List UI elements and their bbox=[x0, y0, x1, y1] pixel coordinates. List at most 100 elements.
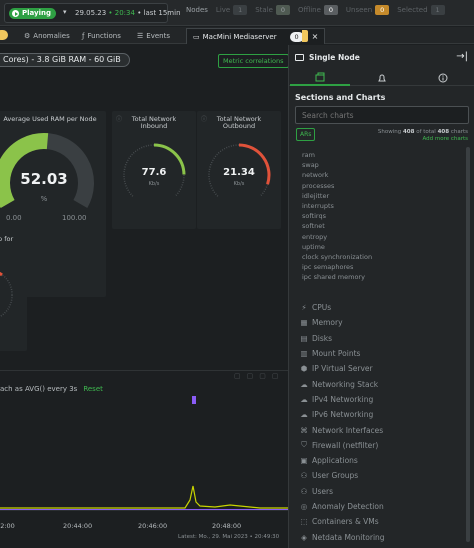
subsection-item[interactable]: clock synchronization bbox=[302, 252, 373, 261]
tab-events[interactable]: ☰ Events bbox=[137, 29, 170, 43]
subsection-item[interactable]: swap bbox=[302, 161, 319, 170]
play-button[interactable]: Playing bbox=[9, 8, 56, 19]
section-item[interactable]: ▦ Memory bbox=[300, 315, 385, 330]
tab-count-badge: 0 bbox=[289, 31, 304, 42]
subsection-item[interactable]: processes bbox=[302, 181, 335, 190]
section-item[interactable]: ▤ Disks bbox=[300, 331, 385, 346]
partial-gauge-card: p for bbox=[0, 231, 27, 351]
time-range-display[interactable]: 29.05.23 • 20:34 • last 15min bbox=[75, 9, 181, 17]
close-icon[interactable]: × bbox=[311, 31, 319, 41]
subsection-item[interactable]: interrupts bbox=[302, 201, 334, 210]
offline-label: Offline bbox=[297, 6, 321, 14]
add-more-charts-link[interactable]: Add more charts bbox=[422, 136, 468, 142]
collapse-panel-icon[interactable]: →| bbox=[456, 51, 468, 62]
live-filter[interactable]: Live 1 bbox=[215, 5, 248, 15]
ram-min-label: 0.00 bbox=[6, 214, 22, 222]
section-item[interactable]: ⚡ CPUs bbox=[300, 300, 385, 315]
net-out-unit: Kb/s bbox=[233, 181, 245, 187]
live-badge: 1 bbox=[233, 5, 248, 15]
cloud-icon: ☁ bbox=[300, 379, 308, 389]
chart-tool-icon[interactable]: ▢ bbox=[271, 372, 279, 380]
tab-mediaserver[interactable]: ▭ MacMini Mediaserver 0 × bbox=[186, 28, 326, 44]
tab-indicator bbox=[0, 30, 8, 40]
search-charts-input[interactable] bbox=[295, 106, 469, 124]
net-in-gauge-track bbox=[123, 144, 185, 197]
section-item[interactable]: ⬢ IP Virtual Server bbox=[300, 361, 385, 376]
subsection-item[interactable]: entropy bbox=[302, 232, 328, 241]
section-item[interactable]: ☁ IPv4 Networking bbox=[300, 392, 385, 407]
functions-icon: ƒ bbox=[82, 32, 85, 40]
reset-link[interactable]: Reset bbox=[83, 385, 103, 393]
events-icon: ☰ bbox=[137, 32, 144, 40]
net-out-title-2: Outbound bbox=[222, 122, 256, 130]
section-item[interactable]: ⬚ Containers & VMs bbox=[300, 514, 385, 529]
subsection-item[interactable]: network bbox=[302, 171, 329, 180]
subsection-item[interactable]: idlejitter bbox=[302, 191, 330, 200]
annotation-marker[interactable] bbox=[192, 396, 196, 404]
chart-plot bbox=[0, 396, 288, 511]
panel-title: Single Node bbox=[309, 53, 360, 62]
tab-highlight bbox=[302, 30, 308, 42]
net-out-gauge bbox=[208, 143, 271, 197]
chart-tool-icon[interactable]: ▢ bbox=[259, 372, 266, 380]
section-item[interactable]: ⚇ User Groups bbox=[300, 468, 385, 483]
tab-anomalies[interactable]: ⚙ Anomalies bbox=[24, 29, 70, 43]
net-in-gauge bbox=[123, 143, 186, 197]
showing-text: Showing bbox=[377, 129, 402, 135]
tab-alerts[interactable] bbox=[352, 70, 412, 86]
chevron-down-icon[interactable]: ▾ bbox=[63, 8, 67, 16]
section-item[interactable]: ☁ IPv6 Networking bbox=[300, 407, 385, 422]
ram-card-title: Average Used RAM per Node bbox=[3, 115, 97, 123]
metric-correlations-button[interactable]: Metric correlations bbox=[218, 54, 288, 68]
subsection-item[interactable]: softnet bbox=[302, 222, 325, 231]
ars-filter-button[interactable]: ARs bbox=[296, 128, 316, 141]
showing-count: Showing 408 of total 408 charts Add more… bbox=[378, 129, 468, 143]
main-dashboard: Cores) - 3.8 GiB RAM - 60 GiB Metric cor… bbox=[0, 45, 288, 548]
tab-charts[interactable] bbox=[290, 70, 350, 86]
info-icon[interactable]: ⓘ bbox=[116, 116, 123, 123]
panel-scrollbar[interactable] bbox=[466, 147, 470, 542]
partial-gauge-track-lower bbox=[0, 294, 13, 318]
play-label: Playing bbox=[22, 9, 51, 17]
unseen-filter[interactable]: Unseen 0 bbox=[345, 5, 390, 15]
info-icon bbox=[438, 73, 448, 83]
tab-anomalies-label: Anomalies bbox=[33, 32, 70, 40]
section-item[interactable]: ▥ Mount Points bbox=[300, 346, 385, 361]
sections-title: Sections and Charts bbox=[295, 93, 386, 102]
panel-header: Single Node bbox=[295, 53, 360, 62]
section-item[interactable]: ☁ Networking Stack bbox=[300, 376, 385, 391]
subsection-item[interactable]: uptime bbox=[302, 242, 325, 251]
time-series-chart bbox=[0, 370, 288, 548]
net-out-value: 21.34 bbox=[223, 167, 255, 178]
offline-filter[interactable]: Offline 0 bbox=[298, 5, 338, 15]
stale-filter[interactable]: Stale 0 bbox=[255, 5, 290, 15]
subsection-item[interactable]: ipc shared memory bbox=[302, 273, 365, 282]
unseen-badge: 0 bbox=[375, 5, 390, 15]
network-inbound-card: ⓘ Total Network Inbound 77.6 Kb/s bbox=[112, 111, 196, 229]
info-icon[interactable]: ⓘ bbox=[201, 116, 208, 123]
section-item[interactable]: ⌘ Network Interfaces bbox=[300, 422, 385, 437]
section-item[interactable]: ▣ Applications bbox=[300, 453, 385, 468]
unseen-label: Unseen bbox=[345, 6, 373, 14]
live-label: Live bbox=[215, 6, 231, 14]
selected-filter[interactable]: Selected 1 bbox=[397, 5, 445, 15]
subsection-item[interactable]: softirqs bbox=[302, 212, 326, 221]
section-item[interactable]: ◎ Anomaly Detection bbox=[300, 499, 385, 514]
tab-functions[interactable]: ƒ Functions bbox=[82, 29, 121, 43]
chart-line-series bbox=[0, 485, 288, 509]
section-item[interactable]: ⛉ Firewall (netfilter) bbox=[300, 438, 385, 453]
subsection-item[interactable]: ram bbox=[302, 151, 315, 159]
ram-unit: % bbox=[40, 195, 48, 203]
chart-tool-icon[interactable]: ▢ bbox=[246, 372, 254, 380]
subsection-item[interactable]: ipc semaphores bbox=[302, 263, 354, 272]
section-label: Anomaly Detection bbox=[312, 502, 384, 511]
section-item[interactable]: ⚇ Users bbox=[300, 484, 385, 499]
subsection-list: ram swap network processes idlejitter interru… bbox=[302, 150, 372, 282]
time-text: 20:34 bbox=[114, 9, 135, 17]
playback-control[interactable]: Playing ▾ 29.05.23 • 20:34 • last 15min bbox=[4, 3, 181, 23]
tab-bar: ⚙ Anomalies ƒ Functions ☰ Events ▭ MacMi… bbox=[0, 27, 474, 44]
user-groups-icon: ⚇ bbox=[300, 471, 308, 481]
tab-info[interactable] bbox=[413, 70, 473, 86]
section-item[interactable]: ◈ Netdata Monitoring bbox=[300, 529, 384, 544]
chart-tool-icon[interactable]: ▢ bbox=[234, 372, 241, 380]
